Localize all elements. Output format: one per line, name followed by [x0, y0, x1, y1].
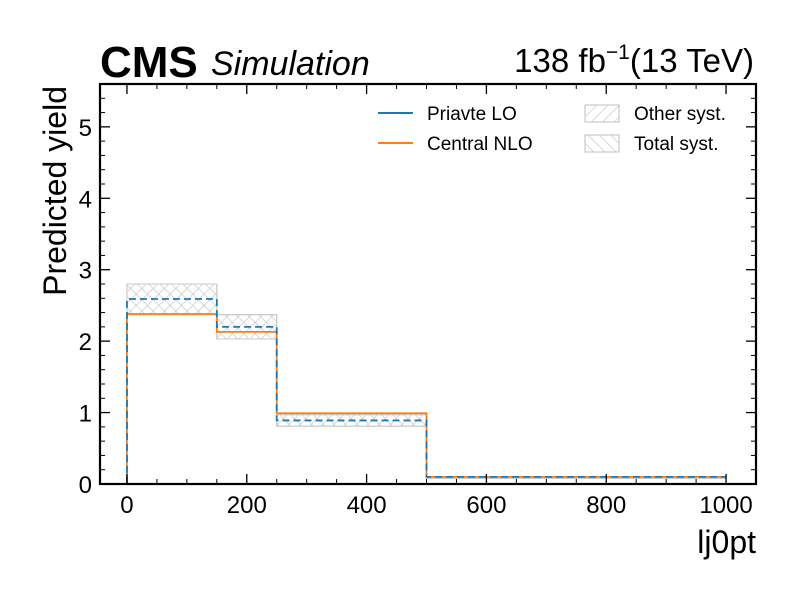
plot-frame: [98, 82, 758, 486]
luminosity-label: 138 fb−1(13 TeV): [514, 41, 754, 79]
legend-label-lo: Priavte LO: [427, 104, 517, 125]
legend: Priavte LO Central NLO Other syst. Total…: [378, 104, 726, 155]
y-tick-label: 4: [79, 186, 92, 213]
x-tick-label: 0: [120, 492, 133, 519]
y-tick-label: 2: [79, 329, 92, 356]
y-tick-label: 1: [79, 401, 92, 428]
legend-swatch-total-syst: [584, 134, 620, 153]
lumi-value: 138 fb: [514, 42, 606, 79]
lumi-energy: (13 TeV): [630, 42, 754, 79]
x-tick-label: 800: [586, 492, 626, 519]
x-axis-label: lj0pt: [697, 524, 756, 560]
legend-label-nlo: Central NLO: [427, 134, 533, 155]
x-tick-label: 200: [227, 492, 267, 519]
x-tick-label: 400: [347, 492, 387, 519]
x-tick-label: 1000: [699, 492, 752, 519]
y-tick-label: 0: [79, 472, 92, 499]
legend-swatch-other-syst: [584, 104, 620, 123]
legend-label-total-syst: Total syst.: [634, 134, 718, 155]
experiment-label: CMS: [100, 38, 198, 87]
x-tick-label: 600: [466, 492, 506, 519]
lumi-exponent: −1: [606, 41, 630, 64]
y-tick-label: 5: [79, 115, 92, 142]
series-lines: [126, 298, 727, 484]
series-line-lo: [126, 298, 727, 484]
legend-label-other-syst: Other syst.: [634, 104, 726, 125]
y-axis-label: Predicted yield: [37, 86, 73, 296]
y-tick-label: 3: [79, 258, 92, 285]
status-label: Simulation: [211, 45, 370, 83]
